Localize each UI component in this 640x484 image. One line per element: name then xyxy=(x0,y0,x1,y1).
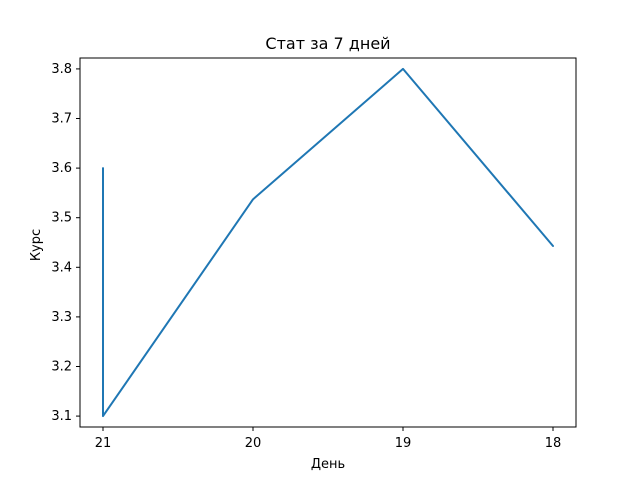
y-tick-label: 3.8 xyxy=(51,62,72,77)
x-tick-label: 19 xyxy=(395,436,412,451)
y-tick-label: 3.7 xyxy=(51,112,72,127)
y-tick-label: 3.3 xyxy=(51,310,72,325)
x-axis-label: День xyxy=(311,457,345,472)
y-tick-label: 3.1 xyxy=(51,409,72,424)
y-tick-label: 3.2 xyxy=(51,359,72,374)
y-tick-label: 3.4 xyxy=(51,260,72,275)
x-tick-label: 20 xyxy=(245,436,262,451)
y-axis-label: Курс xyxy=(29,229,44,261)
x-tick-label: 21 xyxy=(95,436,112,451)
y-tick-label: 3.5 xyxy=(51,211,72,226)
chart-title: Стат за 7 дней xyxy=(265,34,390,53)
x-tick-label: 18 xyxy=(545,436,562,451)
y-tick-label: 3.6 xyxy=(51,161,72,176)
